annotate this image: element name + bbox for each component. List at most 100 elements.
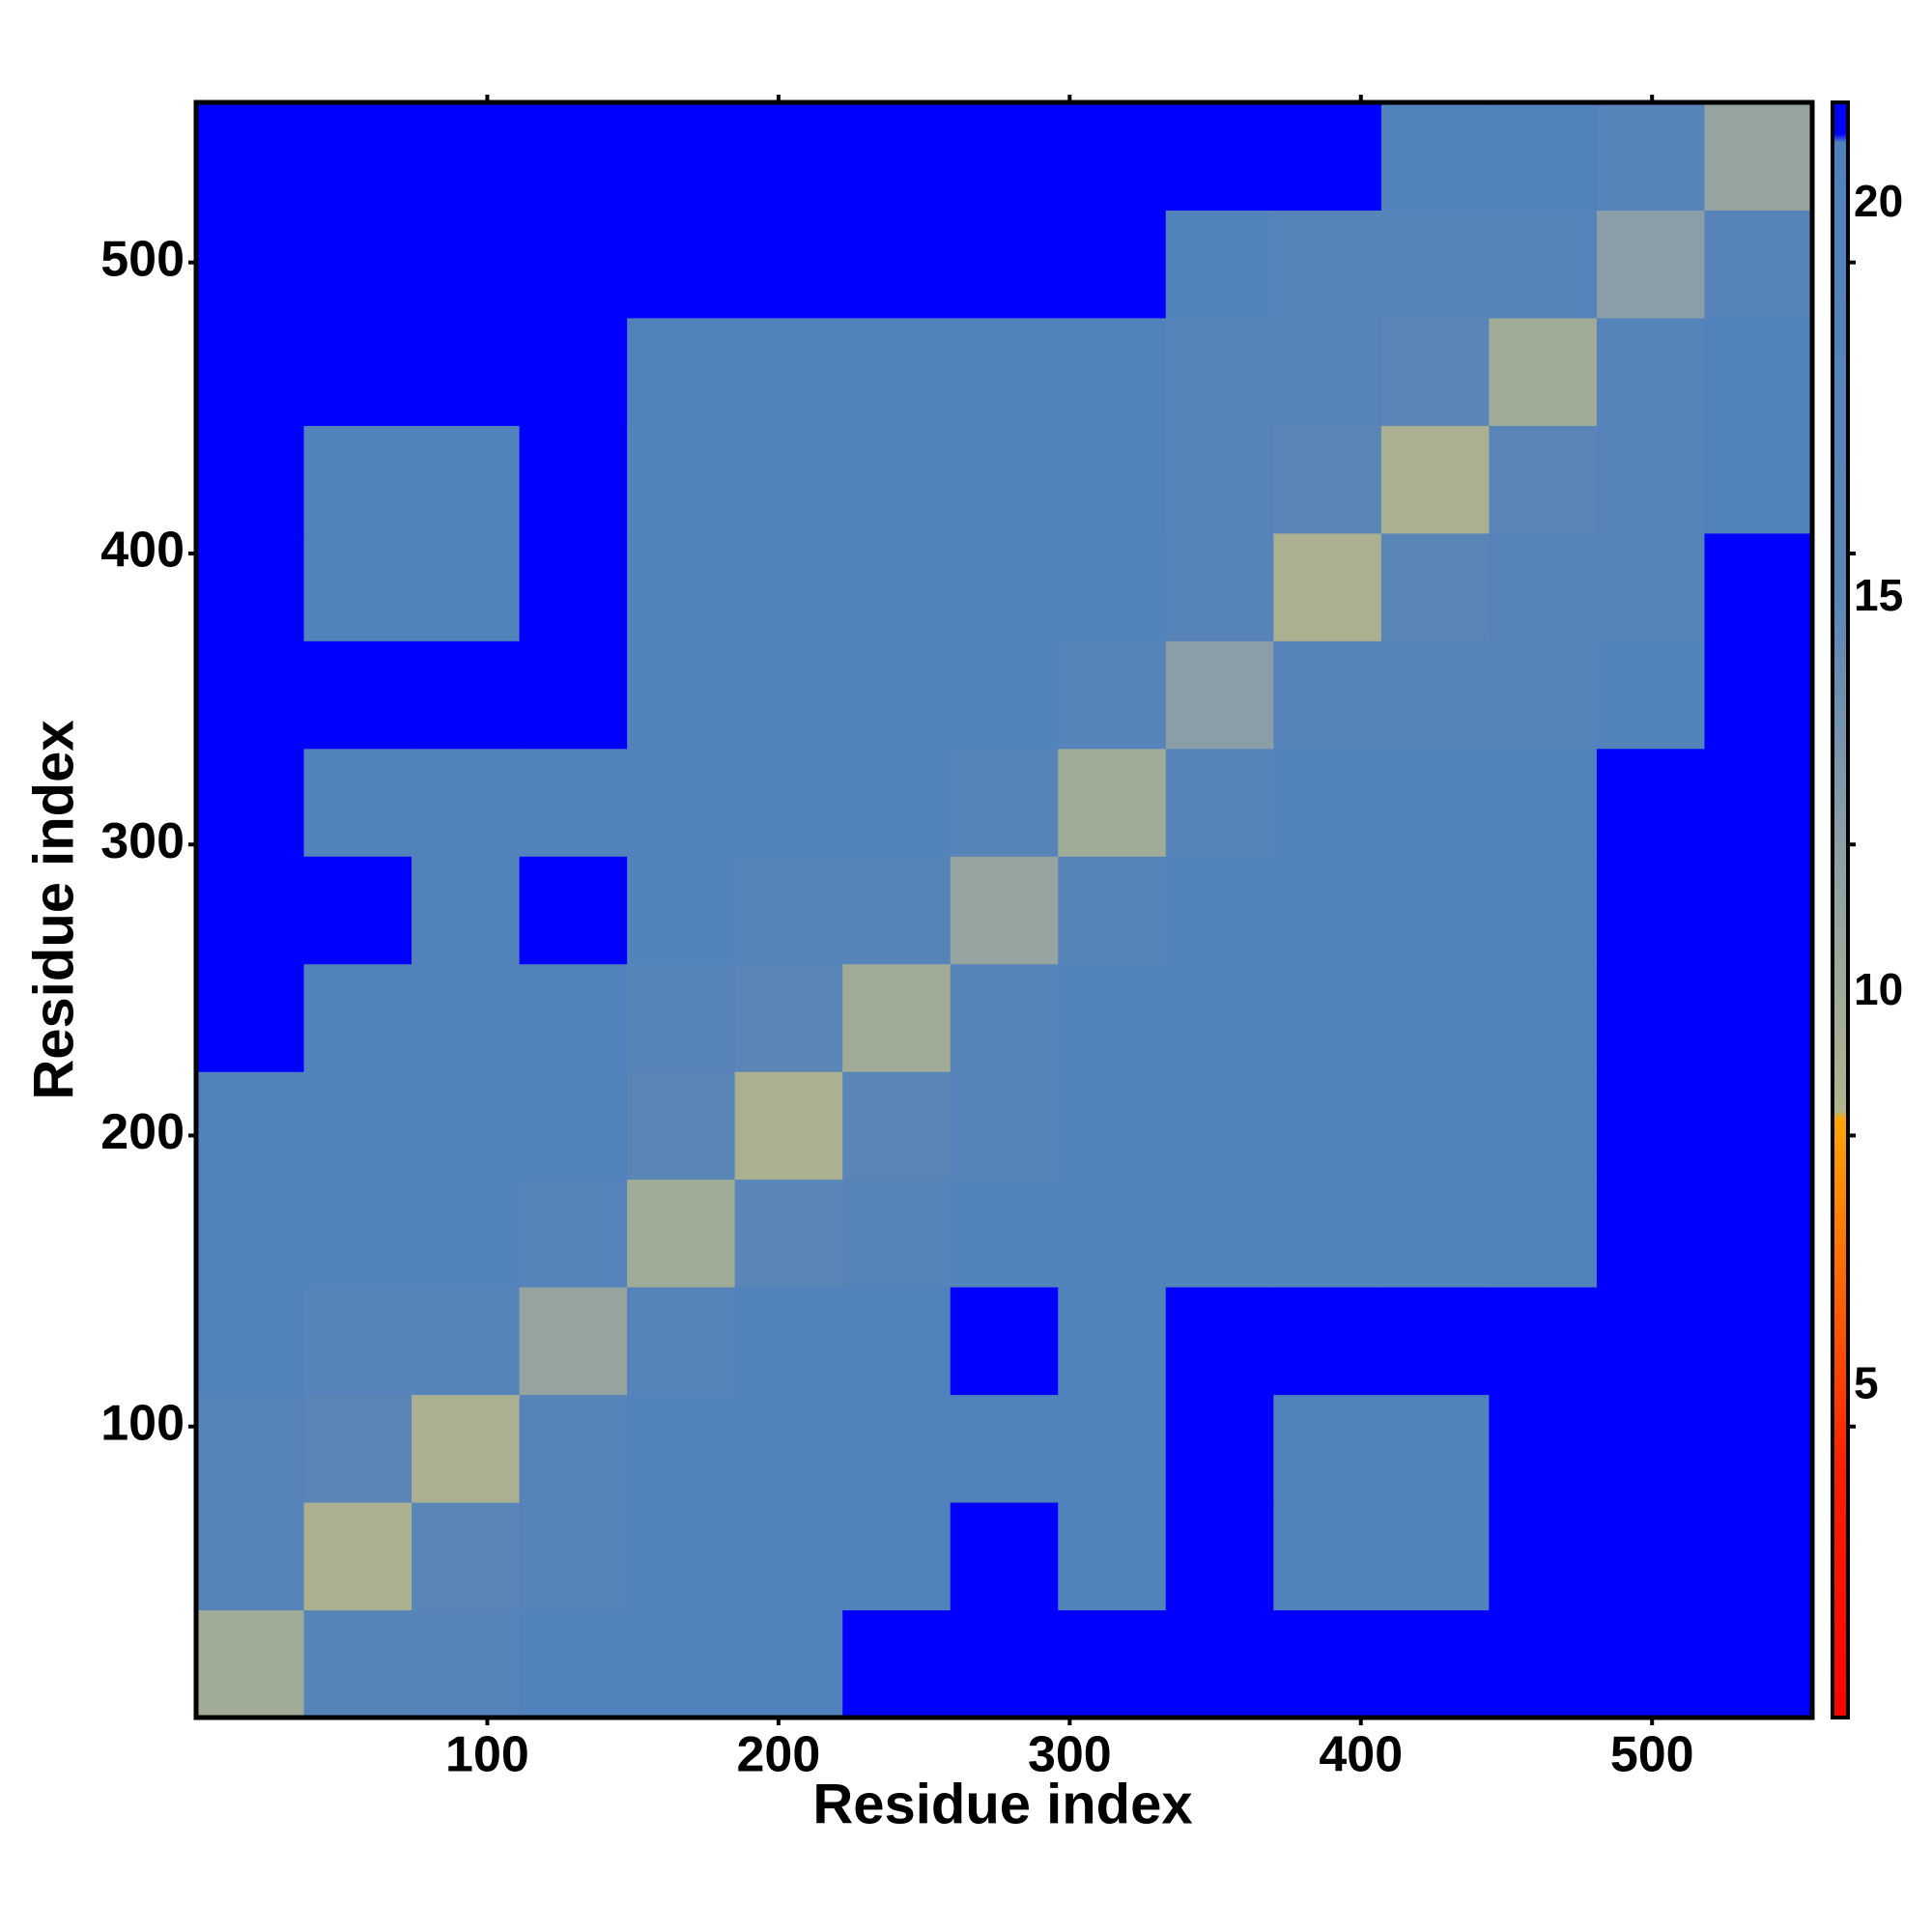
colorbar-tick-label: 20 — [1854, 176, 1903, 226]
heatmap-cell — [627, 1609, 736, 1719]
heatmap-cell — [1165, 532, 1274, 641]
heatmap-cell — [1489, 532, 1598, 641]
heatmap-cell — [1380, 640, 1490, 750]
heatmap-cell — [950, 210, 1059, 319]
heatmap-cell — [303, 1287, 412, 1396]
heatmap-cell — [196, 1502, 305, 1611]
heatmap-cell — [1489, 1394, 1598, 1503]
heatmap-cell — [950, 317, 1059, 426]
heatmap-cell — [627, 102, 736, 211]
heatmap-cell — [1058, 1609, 1167, 1719]
heatmap-cell — [519, 102, 628, 211]
heatmap-cell — [627, 748, 736, 857]
y-tick-label: 200 — [100, 1104, 185, 1160]
heatmap-cell — [1380, 102, 1490, 211]
heatmap-cell — [1596, 856, 1705, 965]
heatmap-cell — [1596, 640, 1705, 750]
x-tick-label: 200 — [737, 1727, 821, 1783]
heatmap-cell — [1596, 748, 1705, 857]
heatmap-cell — [1704, 532, 1813, 641]
heatmap-cell — [1596, 1502, 1705, 1611]
heatmap-cell — [627, 963, 736, 1072]
heatmap-cell — [734, 640, 843, 750]
heatmap-cell — [950, 963, 1059, 1072]
heatmap-cell — [1380, 210, 1490, 319]
heatmap-cell — [842, 1071, 952, 1180]
heatmap-cell — [1704, 856, 1813, 965]
heatmap-cell — [1380, 1179, 1490, 1288]
heatmap-cell — [1273, 102, 1382, 211]
y-tick-label: 300 — [100, 813, 185, 869]
heatmap-cell — [734, 1179, 843, 1288]
heatmap-cell — [303, 856, 412, 965]
heatmap-cell — [627, 532, 736, 641]
heatmap-cell — [1165, 856, 1274, 965]
heatmap-cell — [842, 640, 952, 750]
heatmap-cell — [734, 748, 843, 857]
heatmap-cell — [1596, 1609, 1705, 1719]
heatmap-cell — [1273, 1502, 1382, 1611]
heatmap-cell — [196, 963, 305, 1072]
heatmap-cell — [1596, 317, 1705, 426]
heatmap-cell — [1596, 1071, 1705, 1180]
heatmap-cell — [842, 425, 952, 534]
heatmap-cell — [1704, 1071, 1813, 1180]
heatmap-cell — [1380, 532, 1490, 641]
heatmap-cell — [1165, 1394, 1274, 1503]
heatmap-cell — [519, 1502, 628, 1611]
heatmap-cell — [1704, 1609, 1813, 1719]
heatmap-cell — [1489, 210, 1598, 319]
heatmap-cell — [1273, 1394, 1382, 1503]
heatmap-cell — [1273, 1071, 1382, 1180]
plot-border — [193, 99, 1815, 1720]
heatmap-cell — [1058, 856, 1167, 965]
colorbar-tick-label: 10 — [1854, 964, 1903, 1014]
heatmap-cell — [1380, 856, 1490, 965]
heatmap-cell — [1273, 1609, 1382, 1719]
heatmap-cell — [950, 1609, 1059, 1719]
heatmap-cell — [842, 856, 952, 965]
heatmap-cell — [842, 1287, 952, 1396]
heatmap-cell — [303, 1502, 412, 1611]
heatmap-cell — [1596, 1287, 1705, 1396]
heatmap-cell — [196, 1287, 305, 1396]
heatmap-cell — [1165, 748, 1274, 857]
heatmap-cell — [1165, 1287, 1274, 1396]
heatmap-cell — [1380, 425, 1490, 534]
heatmap-cell — [1058, 102, 1167, 211]
colorbar-tick-label: 5 — [1854, 1358, 1879, 1408]
heatmap-cell — [950, 532, 1059, 641]
heatmap-cell — [1273, 425, 1382, 534]
heatmap-cell — [1273, 963, 1382, 1072]
heatmap-cell — [412, 640, 521, 750]
heatmap-cell — [950, 1502, 1059, 1611]
x-tick-label: 400 — [1319, 1727, 1403, 1783]
heatmap-cell — [1596, 532, 1705, 641]
heatmap-cell — [842, 210, 952, 319]
heatmap-cell — [734, 210, 843, 319]
heatmap-cell — [734, 1394, 843, 1503]
heatmap-cell — [196, 640, 305, 750]
heatmap-cell — [842, 963, 952, 1072]
heatmap-cell — [412, 748, 521, 857]
heatmap-cell — [519, 532, 628, 641]
heatmap-cell — [734, 1071, 843, 1180]
heatmap-cell — [1380, 1071, 1490, 1180]
heatmap-cell — [1058, 748, 1167, 857]
heatmap-cell — [196, 210, 305, 319]
heatmap-cell — [1704, 963, 1813, 1072]
heatmap-cell — [627, 1394, 736, 1503]
heatmap-cell — [1380, 963, 1490, 1072]
heatmap-cell — [196, 1071, 305, 1180]
heatmap-cell — [734, 317, 843, 426]
heatmap-cell — [1489, 1071, 1598, 1180]
heatmap-cell — [412, 1502, 521, 1611]
heatmap-cell — [734, 102, 843, 211]
heatmap-cell — [519, 1609, 628, 1719]
heatmap-cell — [842, 1179, 952, 1288]
y-tick-label: 100 — [100, 1395, 185, 1451]
heatmap-cell — [1165, 1609, 1274, 1719]
colorbar-segment — [1833, 598, 1848, 837]
heatmap-cell — [950, 1287, 1059, 1396]
